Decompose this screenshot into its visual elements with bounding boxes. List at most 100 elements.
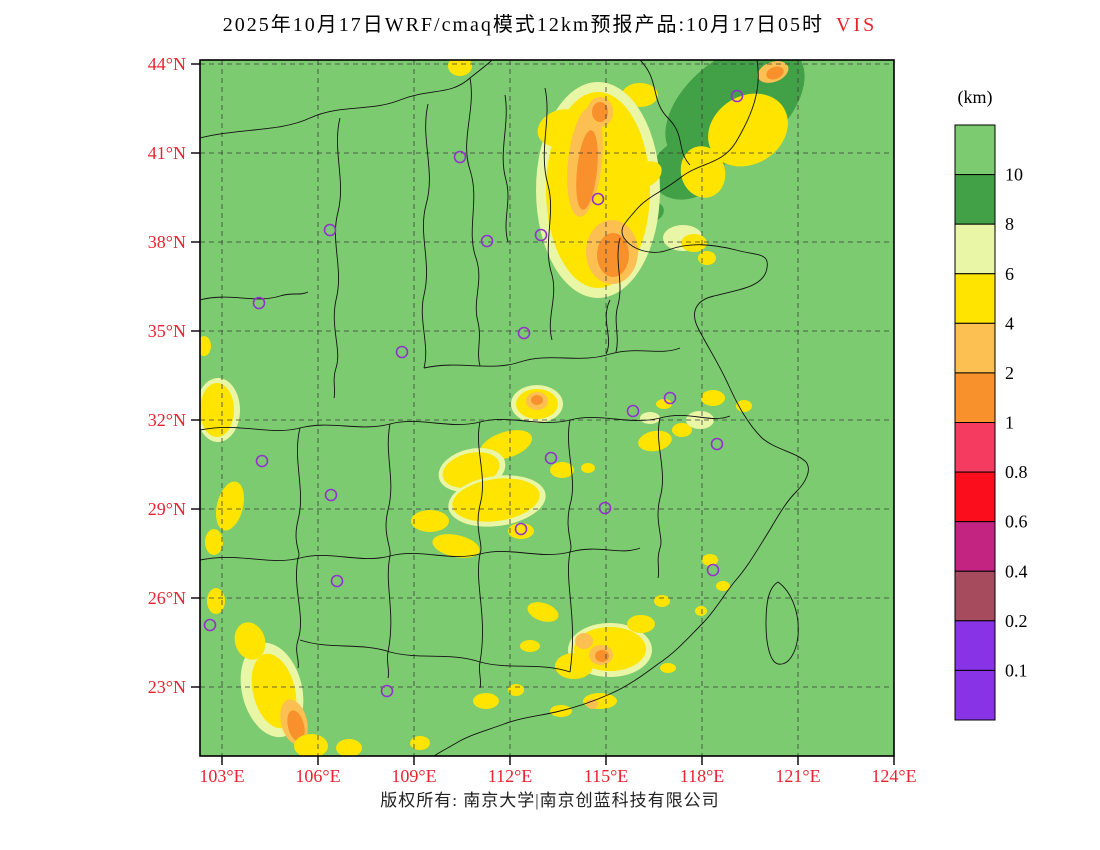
colorbar-label: 0.1 — [1005, 660, 1028, 680]
province-boundary — [765, 581, 799, 665]
visibility-patch — [207, 588, 225, 614]
colorbar-segment — [954, 620, 996, 671]
visibility-patch — [205, 529, 223, 555]
visibility-patch — [680, 146, 726, 198]
colorbar-label: 6 — [1005, 264, 1014, 284]
station-marker — [330, 574, 344, 588]
colorbar-segment — [954, 124, 996, 176]
station-marker — [203, 618, 217, 632]
colorbar-label: 10 — [1005, 165, 1023, 185]
province-boundary — [615, 237, 621, 353]
visibility-patch — [555, 653, 593, 679]
province-boundary — [333, 117, 341, 399]
lon-tick-label: 103°E — [199, 766, 244, 786]
colorbar-label: 0.4 — [1005, 561, 1028, 581]
lat-tick-label: 41°N — [148, 143, 186, 163]
axes-layer: 44°N 41°N 38°N 35°N 32°N 29°N 26°N 23°N 103°E 106… — [148, 54, 917, 786]
station-marker — [598, 501, 612, 515]
province-boundary — [605, 299, 611, 355]
visibility-patch — [410, 736, 430, 750]
province-boundary — [657, 417, 663, 579]
colorbar-label: 4 — [1005, 313, 1014, 333]
visibility-patch — [581, 463, 595, 473]
visibility-patch — [640, 412, 660, 424]
colorbar-segment — [954, 471, 996, 523]
colorbar-segment — [954, 570, 996, 622]
visibility-patch — [216, 481, 244, 531]
visibility-patch — [698, 251, 716, 265]
map-layer — [200, 60, 894, 756]
colorbar-segment — [954, 223, 996, 275]
province-boundary — [502, 94, 509, 243]
colorbar-segment — [954, 669, 996, 721]
lon-tick-label: 115°E — [584, 766, 629, 786]
visibility-patch — [592, 102, 608, 122]
visibility-patch — [656, 399, 672, 409]
visibility-patch — [627, 615, 655, 633]
province-boundary — [567, 419, 573, 673]
visibility-patch — [628, 161, 662, 189]
station-marker — [252, 296, 266, 310]
lat-tick-label: 26°N — [148, 588, 186, 608]
colorbar: (km) 10 8 6 4 2 1 0.8 0.6 0.4 0.2 0.1 — [954, 87, 1028, 721]
visibility-patch — [294, 734, 328, 756]
station-marker — [255, 454, 269, 468]
visibility-patch — [672, 423, 692, 437]
colorbar-label: 8 — [1005, 214, 1014, 234]
station-marker — [453, 150, 467, 164]
visibility-patch — [520, 640, 540, 652]
lat-tick-label: 29°N — [148, 499, 186, 519]
station-marker — [626, 404, 640, 418]
map-frame — [199, 59, 895, 757]
province-boundary — [385, 423, 392, 679]
visibility-patch — [681, 234, 707, 252]
visibility-patch — [597, 233, 629, 277]
visibility-patch — [432, 534, 480, 558]
station-marker — [517, 326, 531, 340]
province-boundary — [639, 60, 691, 166]
station-marker — [706, 563, 720, 577]
visibility-patch — [695, 606, 707, 616]
visibility-patch — [200, 336, 211, 356]
visibility-patch — [234, 622, 266, 660]
visibility-patch — [508, 523, 534, 539]
colorbar-segment — [954, 422, 996, 473]
station-marker — [730, 89, 744, 103]
station-marker — [324, 488, 338, 502]
lon-tick-label: 109°E — [391, 766, 436, 786]
station-marker — [480, 234, 494, 248]
visibility-patch — [660, 663, 676, 673]
province-boundary — [423, 347, 681, 369]
visibility-patch — [411, 510, 449, 532]
lat-tick-label: 44°N — [148, 54, 186, 74]
page-title: 2025年10月17日WRF/cmaq模式12km预报产品:10月17日05时 V… — [0, 8, 1100, 37]
visibility-patch — [200, 383, 234, 437]
station-marker — [591, 192, 605, 206]
visibility-patch — [736, 400, 752, 412]
province-boundary — [295, 427, 301, 669]
visibility-patch — [595, 650, 609, 662]
colorbar-label: 1 — [1005, 413, 1014, 433]
province-boundary — [477, 421, 483, 689]
colorbar-label: 0.6 — [1005, 512, 1028, 532]
visibility-patch — [638, 430, 672, 452]
visibility-patch — [550, 462, 574, 478]
visibility-patch — [287, 710, 305, 742]
visibility-patch — [336, 739, 362, 756]
lon-tick-label: 106°E — [295, 766, 340, 786]
station-marker — [663, 391, 677, 405]
colorbar-segment — [954, 521, 996, 572]
lat-tick-label: 38°N — [148, 232, 186, 252]
station-marker — [380, 684, 394, 698]
visibility-patch — [452, 478, 540, 522]
lat-tick-label: 32°N — [148, 410, 186, 430]
colorbar-label: 2 — [1005, 363, 1014, 383]
colorbar-label: 0.8 — [1005, 462, 1028, 482]
station-marker — [534, 228, 548, 242]
colorbar-segment — [954, 322, 996, 374]
visibility-patch — [702, 554, 718, 566]
title-variable: VIS — [836, 14, 878, 36]
province-boundary — [466, 77, 481, 367]
copyright-footer: 版权所有: 南京大学|南京创蓝科技有限公司 — [380, 791, 720, 810]
title-main: 2025年10月17日WRF/cmaq模式12km预报产品:10月17日05时 — [222, 14, 825, 36]
